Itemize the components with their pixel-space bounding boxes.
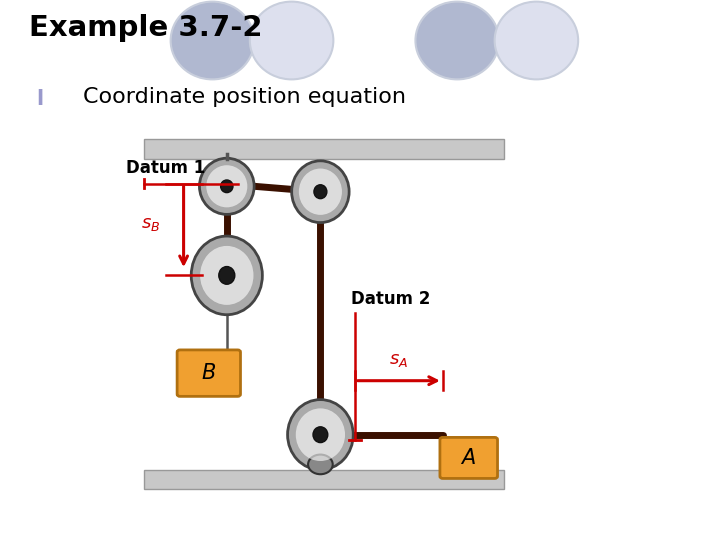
Text: Datum 1: Datum 1 <box>126 159 205 177</box>
Ellipse shape <box>296 408 345 461</box>
Ellipse shape <box>250 2 333 79</box>
Text: Datum 2: Datum 2 <box>351 290 431 308</box>
Text: A: A <box>462 448 476 468</box>
Ellipse shape <box>219 267 235 284</box>
Ellipse shape <box>313 427 328 443</box>
Ellipse shape <box>314 185 327 199</box>
Ellipse shape <box>199 158 254 214</box>
Text: $s_B$: $s_B$ <box>141 215 161 233</box>
Ellipse shape <box>220 180 233 193</box>
Ellipse shape <box>287 400 354 470</box>
Bar <box>144 470 504 489</box>
Ellipse shape <box>415 2 499 79</box>
Ellipse shape <box>192 236 262 315</box>
Text: $s_A$: $s_A$ <box>390 351 408 369</box>
Text: l: l <box>36 89 43 109</box>
FancyBboxPatch shape <box>177 350 240 396</box>
Ellipse shape <box>200 246 253 305</box>
Ellipse shape <box>308 455 333 474</box>
Ellipse shape <box>171 2 254 79</box>
Ellipse shape <box>495 2 578 79</box>
Ellipse shape <box>207 165 248 207</box>
Ellipse shape <box>292 161 349 222</box>
Text: Coordinate position equation: Coordinate position equation <box>83 87 406 107</box>
Ellipse shape <box>299 168 342 215</box>
FancyBboxPatch shape <box>440 437 498 478</box>
Bar <box>144 139 504 159</box>
Text: B: B <box>202 363 216 383</box>
Text: Example 3.7-2: Example 3.7-2 <box>29 14 262 42</box>
